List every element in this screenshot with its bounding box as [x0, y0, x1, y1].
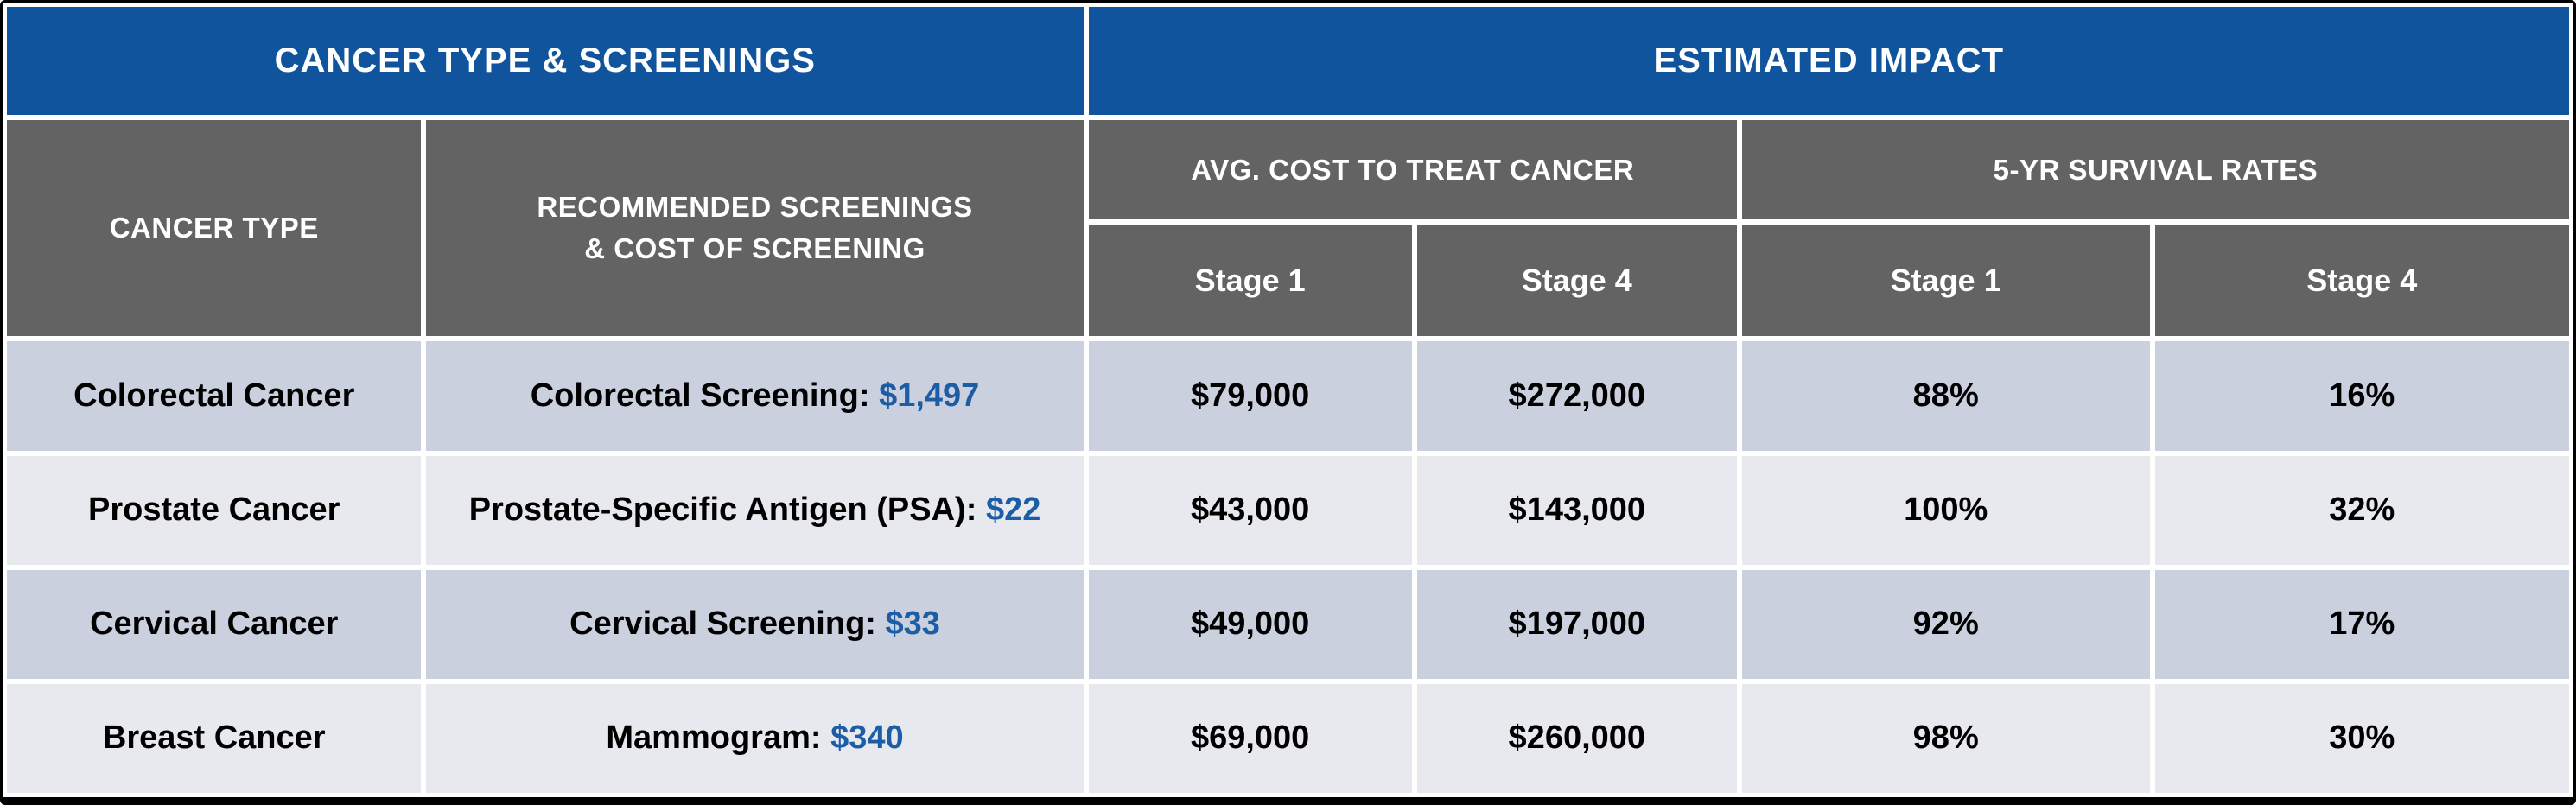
screening-name: Colorectal Screening: [530, 377, 870, 415]
group-header-avg-cost-to-treat: AVG. COST TO TREAT CANCER [1088, 120, 1737, 220]
cell-screening: Prostate-Specific Antigen (PSA): $22 [426, 455, 1084, 565]
screening-cost: $1,497 [879, 377, 980, 415]
group-header-5yr-survival-rates: 5-YR SURVIVAL RATES [1741, 120, 2569, 220]
cell-cancer-type: Colorectal Cancer [7, 341, 422, 451]
cell-cost-stage4: $260,000 [1416, 683, 1737, 793]
cell-cancer-type: Breast Cancer [7, 683, 422, 793]
subheader-cost-stage-1: Stage 1 [1088, 225, 1412, 337]
screening-cost: $340 [830, 719, 904, 757]
column-header-cancer-type: CANCER TYPE [7, 120, 422, 337]
cell-cancer-type: Prostate Cancer [7, 455, 422, 565]
cell-survival-stage4: 30% [2154, 683, 2569, 793]
cell-screening: Cervical Screening: $33 [426, 569, 1084, 679]
cell-screening: Colorectal Screening: $1,497 [426, 341, 1084, 451]
cell-cost-stage4: $143,000 [1416, 455, 1737, 565]
cell-cost-stage1: $79,000 [1088, 341, 1412, 451]
cell-cost-stage1: $49,000 [1088, 569, 1412, 679]
subheader-survival-stage-4: Stage 4 [2154, 225, 2569, 337]
subheader-cost-stage-4: Stage 4 [1416, 225, 1737, 337]
cell-cost-stage4: $272,000 [1416, 341, 1737, 451]
cell-cost-stage4: $197,000 [1416, 569, 1737, 679]
cell-cost-stage1: $43,000 [1088, 455, 1412, 565]
cell-survival-stage4: 17% [2154, 569, 2569, 679]
column-header-screenings-line2: & COST OF SCREENING [584, 232, 925, 265]
cell-screening: Mammogram: $340 [426, 683, 1084, 793]
cell-cost-stage1: $69,000 [1088, 683, 1412, 793]
column-header-recommended-screenings: RECOMMENDED SCREENINGS & COST OF SCREENI… [426, 120, 1084, 337]
cell-cancer-type: Cervical Cancer [7, 569, 422, 679]
table-grid: CANCER TYPE & SCREENINGS ESTIMATED IMPAC… [7, 7, 2569, 793]
cell-survival-stage1: 100% [1741, 455, 2150, 565]
cell-survival-stage1: 88% [1741, 341, 2150, 451]
top-header-estimated-impact: ESTIMATED IMPACT [1088, 7, 2569, 116]
cell-survival-stage4: 16% [2154, 341, 2569, 451]
screening-cost: $33 [885, 605, 940, 643]
column-header-screenings-line1: RECOMMENDED SCREENINGS [537, 191, 973, 224]
cell-survival-stage1: 92% [1741, 569, 2150, 679]
screening-name: Cervical Screening: [569, 605, 876, 643]
screening-cost: $22 [985, 491, 1041, 529]
screening-name: Mammogram: [606, 719, 822, 757]
screening-name: Prostate-Specific Antigen (PSA): [468, 491, 977, 529]
cell-survival-stage1: 98% [1741, 683, 2150, 793]
top-header-cancer-type-screenings: CANCER TYPE & SCREENINGS [7, 7, 1084, 116]
cell-survival-stage4: 32% [2154, 455, 2569, 565]
subheader-survival-stage-1: Stage 1 [1741, 225, 2150, 337]
